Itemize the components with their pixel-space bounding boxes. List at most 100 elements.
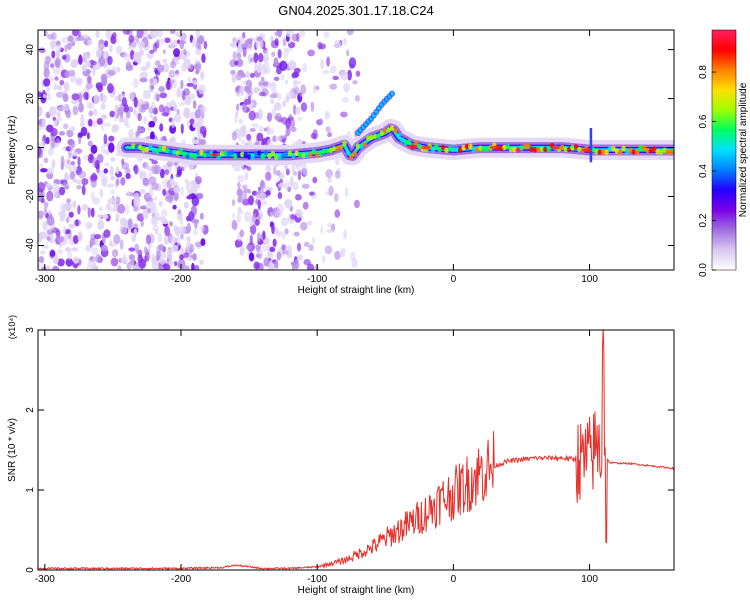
heatmap-cell (127, 218, 133, 229)
ridge-blob (314, 151, 320, 158)
heatmap-cell (249, 57, 255, 63)
heatmap-cell (276, 66, 282, 75)
heatmap-cell (87, 259, 94, 268)
heatmap-cell (80, 126, 88, 137)
heatmap-cell (275, 136, 281, 142)
heatmap-cell (143, 116, 147, 125)
heatmap-cell (45, 136, 50, 145)
heatmap-cell (128, 247, 136, 252)
ridge-blob (498, 145, 504, 152)
ridge-blob (284, 150, 289, 157)
ridge-blob (236, 151, 242, 158)
heatmap-cell (174, 225, 181, 237)
ridge-blob (635, 149, 640, 156)
heatmap-cell (281, 244, 286, 251)
heatmap-cell (54, 57, 62, 69)
heatmap-cell (97, 43, 105, 50)
heatmap-cell (148, 120, 156, 128)
heatmap-cell (291, 163, 296, 174)
heatmap-cell (173, 48, 181, 58)
heatmap-cell (115, 212, 120, 220)
heatmap-cell (259, 200, 268, 206)
heatmap-cell (329, 83, 338, 90)
heatmap-cell (353, 199, 360, 209)
heatmap-cell (277, 92, 282, 101)
ridge-blob (464, 143, 470, 150)
heatmap-cell (301, 183, 310, 189)
heatmap-cell (189, 111, 197, 120)
heatmap-cell (128, 106, 134, 113)
heatmap-cell (195, 30, 200, 39)
heatmap-cell (269, 93, 278, 99)
heatmap-cell (105, 30, 112, 40)
heatmap-cell (69, 144, 74, 152)
heatmap-cell (348, 57, 357, 69)
heatmap-cell (54, 68, 58, 76)
heatmap-cell (288, 114, 293, 119)
ridge-blob (403, 139, 408, 146)
heatmap-cell (186, 222, 192, 234)
heatmap-cell (96, 117, 103, 125)
heatmap-cell (110, 257, 119, 267)
heatmap-cell (295, 106, 301, 115)
heatmap-cell (113, 234, 121, 245)
heatmap-cell (237, 175, 245, 183)
heatmap-cell (152, 107, 158, 115)
ridge-blob (151, 147, 156, 153)
heatmap-cell (65, 257, 73, 267)
snr-plot (38, 330, 674, 570)
x-tick-label: 0 (451, 574, 457, 585)
heatmap-cell (75, 219, 79, 227)
heatmap-cell (327, 177, 332, 184)
heatmap-cell (72, 178, 78, 183)
heatmap-cell (310, 132, 317, 139)
ridge-blob (652, 146, 657, 152)
heatmap-cell (232, 37, 237, 44)
heatmap-cell (246, 39, 253, 49)
colorbar-tick-label: 0.2 (698, 213, 709, 227)
ridge-blob (141, 147, 146, 153)
ridge-blob (621, 145, 626, 152)
heatmap-cell (60, 155, 65, 167)
heatmap-cell (137, 125, 141, 136)
heatmap-cell (186, 235, 191, 242)
heatmap-cell (51, 140, 56, 149)
ridge-blob (406, 139, 412, 145)
heatmap-cell (54, 187, 58, 198)
heatmap-cell (68, 211, 74, 218)
ridge-blob (199, 149, 204, 156)
heatmap-cell (295, 254, 304, 261)
heatmap-cell (86, 132, 90, 140)
heatmap-cell (38, 146, 42, 157)
ridge-blob (342, 140, 347, 146)
heatmap-cell (269, 128, 275, 135)
heatmap-cell (122, 52, 131, 61)
heatmap-cell (38, 47, 46, 54)
ridge-blob (192, 153, 197, 160)
heatmap-cell (239, 85, 245, 96)
heatmap-cell (123, 104, 130, 113)
heatmap-cell (108, 135, 115, 142)
heatmap-cell (177, 258, 186, 269)
heatmap-cell (84, 39, 88, 45)
heatmap-cell (159, 92, 168, 99)
heatmap-cell (143, 89, 151, 99)
heatmap-cell (86, 39, 93, 45)
ridge-blob (325, 148, 330, 154)
heatmap-cell (46, 124, 54, 133)
heatmap-cell (88, 110, 94, 117)
heatmap-cell (151, 253, 155, 262)
heatmap-cell (240, 190, 248, 202)
ridge-blob (539, 146, 545, 152)
heatmap-cell (169, 30, 176, 34)
ridge-blob (366, 135, 371, 141)
ridge-blob (355, 143, 361, 149)
heatmap-cell (248, 110, 256, 121)
ridge-blob (338, 144, 344, 151)
heatmap-cell (169, 178, 174, 186)
heatmap-cell (263, 49, 269, 57)
heatmap-cell (320, 59, 325, 70)
heatmap-cell (270, 98, 275, 105)
hotspot (581, 148, 592, 152)
heatmap-cell (293, 104, 297, 115)
